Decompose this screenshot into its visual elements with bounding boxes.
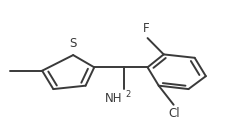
Text: 2: 2 <box>125 90 130 99</box>
Text: F: F <box>143 22 150 35</box>
Text: Cl: Cl <box>169 107 180 120</box>
Text: S: S <box>69 37 77 50</box>
Text: NH: NH <box>105 92 123 106</box>
